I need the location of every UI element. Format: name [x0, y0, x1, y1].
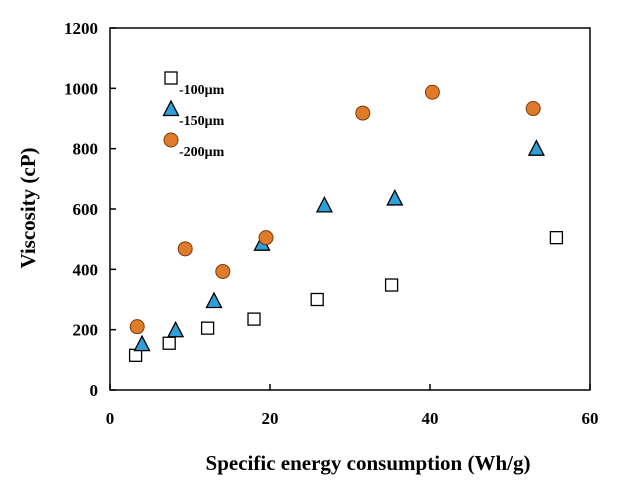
legend-label: -200μm — [179, 145, 225, 160]
legend: -100μm -150μm -200μm — [162, 71, 225, 160]
y-tick-label: 600 — [73, 200, 99, 219]
y-axis-ticks: 0 200 400 600 800 1000 1200 — [64, 19, 116, 400]
y-axis-title: Viscosity (cP) — [16, 147, 40, 268]
x-tick-label: 40 — [422, 409, 439, 428]
x-tick-label: 60 — [582, 409, 599, 428]
data-point-square — [247, 312, 261, 326]
y-tick-label: 1200 — [64, 19, 98, 38]
data-point-square — [549, 231, 564, 245]
y-tick-label: 400 — [73, 260, 99, 279]
data-point-triangle — [133, 334, 151, 352]
data-point-square — [200, 321, 215, 335]
legend-marker-circle — [163, 132, 179, 148]
data-point-circle — [424, 84, 440, 100]
x-axis-ticks: 0 20 40 60 — [106, 384, 599, 428]
data-point-triangle — [527, 139, 545, 156]
data-point-square — [384, 278, 399, 292]
data-point-circle — [258, 230, 274, 246]
data-points — [128, 84, 564, 362]
y-tick-label: 800 — [73, 140, 99, 159]
y-tick-label: 0 — [90, 381, 99, 400]
legend-marker-triangle — [162, 99, 180, 117]
data-point-circle — [215, 263, 231, 279]
legend-label: -100μm — [179, 83, 225, 98]
data-point-circle — [355, 105, 371, 121]
data-point-square — [162, 336, 176, 350]
data-point-circle — [177, 241, 193, 257]
legend-label: -150μm — [179, 114, 225, 129]
x-axis-title: Specific energy consumption (Wh/g) — [206, 451, 531, 475]
data-point-circle — [525, 101, 541, 117]
data-point-triangle — [386, 189, 404, 206]
y-tick-label: 200 — [73, 321, 99, 340]
x-tick-label: 20 — [262, 409, 279, 428]
x-tick-label: 0 — [106, 409, 115, 428]
data-point-circle — [129, 319, 145, 335]
data-point-triangle — [205, 291, 223, 309]
y-tick-label: 1000 — [64, 79, 98, 98]
data-point-square — [310, 292, 324, 307]
data-point-triangle — [167, 320, 185, 338]
legend-marker-square — [164, 71, 178, 85]
data-point-triangle — [315, 195, 333, 213]
